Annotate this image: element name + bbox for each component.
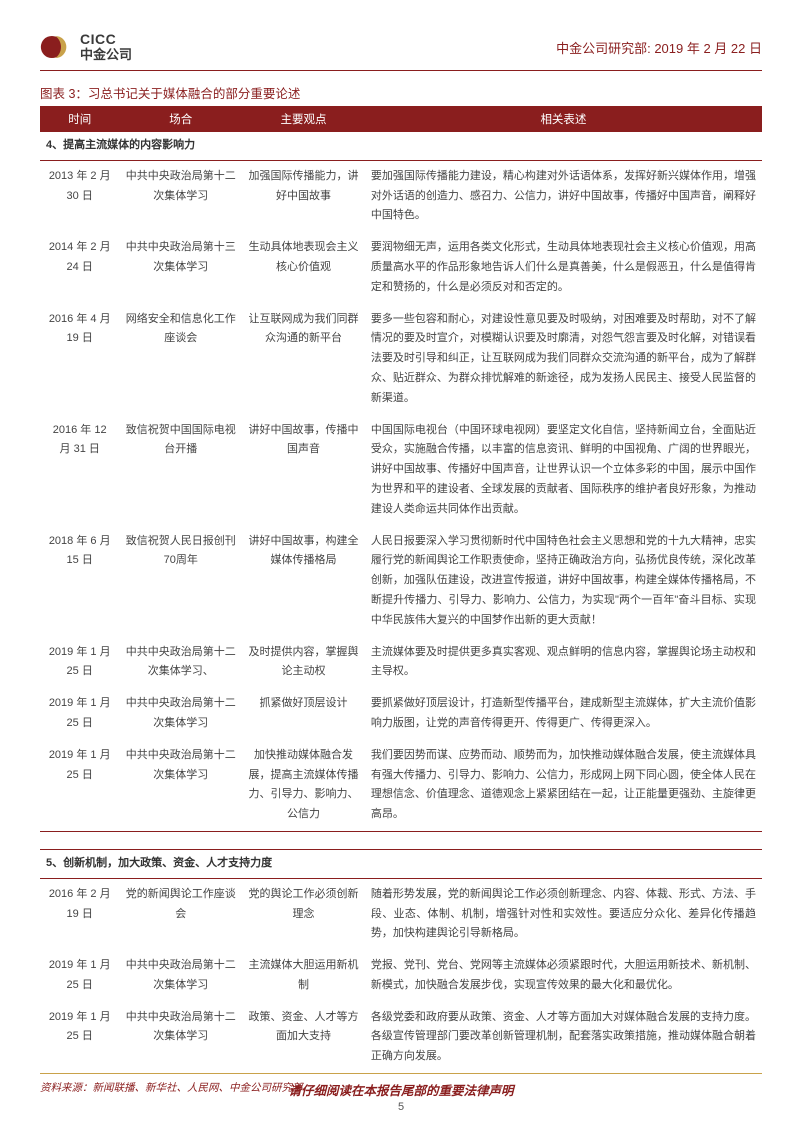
table-row: 2016 年 2 月 19 日党的新闻舆论工作座谈会党的舆论工作必须创新理念随着… [40,878,762,950]
table-row: 2014 年 2 月 24 日中共中央政治局第十三次集体学习生动具体地表现会主义… [40,232,762,303]
header-right: 中金公司研究部: 2019 年 2 月 22 日 [556,30,762,57]
logo-text-en: CICC [80,32,132,47]
section-header: 5、创新机制，加大政策、资金、人才支持力度 [40,849,762,878]
col-desc: 相关表述 [365,107,762,132]
footer-legal: 请仔细阅读在本报告尾部的重要法律声明 [0,1080,802,1099]
col-occasion: 场合 [119,107,242,132]
logo: CICC 中金公司 [40,30,132,64]
table-row: 2018 年 6 月 15 日致信祝贺人民日报创刊70周年讲好中国故事，构建全媒… [40,526,762,637]
logo-mark-icon [40,30,74,64]
col-time: 时间 [40,107,119,132]
table-row: 2019 年 1 月 25 日中共中央政治局第十二次集体学习、及时提供内容，掌握… [40,637,762,689]
table-row: 2016 年 4 月 19 日网络安全和信息化工作座谈会让互联网成为我们同群众沟… [40,304,762,415]
col-viewpoint: 主要观点 [242,107,365,132]
table-row: 2019 年 1 月 25 日中共中央政治局第十二次集体学习主流媒体大胆运用新机… [40,950,762,1002]
table-header-row: 时间 场合 主要观点 相关表述 [40,107,762,132]
section-spacer [40,831,762,849]
table-row: 2016 年 12 月 31 日致信祝贺中国国际电视台开播讲好中国故事，传播中国… [40,415,762,526]
logo-text-cn: 中金公司 [80,48,132,62]
chart-title: 图表 3：习总书记关于媒体融合的部分重要论述 [40,83,762,102]
page-footer: 请仔细阅读在本报告尾部的重要法律声明 5 [0,1073,802,1113]
section-header: 4、提高主流媒体的内容影响力 [40,132,762,161]
table-row: 2019 年 1 月 25 日中共中央政治局第十二次集体学习加快推动媒体融合发展… [40,740,762,832]
table-row: 2019 年 1 月 25 日中共中央政治局第十二次集体学习抓紧做好顶层设计要抓… [40,688,762,740]
data-table: 时间 场合 主要观点 相关表述 4、提高主流媒体的内容影响力2013 年 2 月… [40,106,762,1074]
page-header: CICC 中金公司 中金公司研究部: 2019 年 2 月 22 日 [40,30,762,71]
page-number: 5 [0,1101,802,1113]
table-row: 2013 年 2 月 30 日中共中央政治局第十二次集体学习加强国际传播能力，讲… [40,160,762,232]
table-row: 2019 年 1 月 25 日中共中央政治局第十二次集体学习政策、资金、人才等方… [40,1002,762,1074]
